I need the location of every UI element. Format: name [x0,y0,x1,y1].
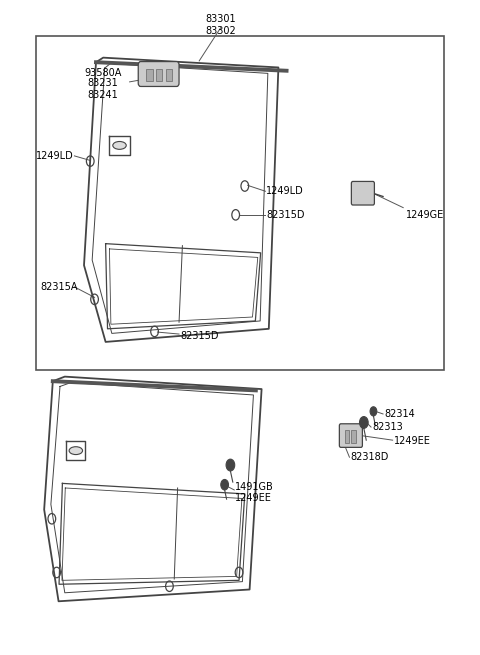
Text: 1249LD: 1249LD [36,151,74,161]
Bar [156,69,162,81]
Circle shape [360,417,368,428]
Text: 83231
83241: 83231 83241 [88,79,119,100]
Circle shape [221,479,228,490]
FancyBboxPatch shape [339,424,362,447]
Ellipse shape [113,141,126,149]
Circle shape [226,459,235,471]
Text: 93580A: 93580A [84,68,121,79]
Text: 83301
83302: 83301 83302 [205,14,236,35]
Bar [146,69,153,81]
Text: 82318D: 82318D [350,452,389,462]
FancyBboxPatch shape [138,62,179,86]
Text: 82313: 82313 [372,422,403,432]
Text: 82315D: 82315D [266,210,305,220]
FancyBboxPatch shape [351,181,374,205]
Text: 1249LD: 1249LD [266,186,304,196]
Bar [351,430,356,443]
Text: 82315D: 82315D [180,331,218,341]
Text: 1249EE: 1249EE [394,436,431,447]
Bar [345,430,349,443]
Ellipse shape [69,447,83,455]
Text: 82315A: 82315A [41,282,78,292]
Text: 1249GE: 1249GE [406,210,444,220]
Circle shape [370,407,377,416]
Text: 82314: 82314 [384,409,415,419]
Bar [166,69,172,81]
Text: 1491GB
1249EE: 1491GB 1249EE [235,482,274,503]
Bar [36,36,444,370]
